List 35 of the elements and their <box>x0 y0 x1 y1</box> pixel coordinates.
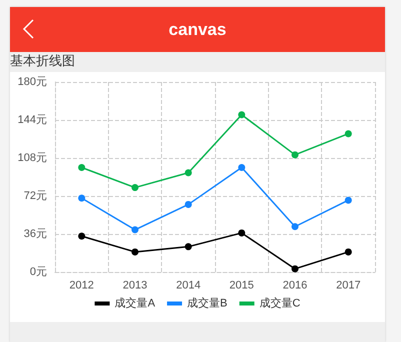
y-tick-label: 144元 <box>18 114 47 126</box>
point <box>132 226 138 234</box>
point <box>238 111 246 118</box>
point <box>344 248 352 256</box>
x-tick-label: 2012 <box>69 280 94 292</box>
point <box>78 164 86 171</box>
x-tick-label: 2014 <box>176 280 201 292</box>
point <box>132 248 138 256</box>
point <box>238 229 246 236</box>
y-tick-label: 108元 <box>18 152 47 164</box>
x-tick-label: 2015 <box>229 280 254 292</box>
point <box>292 223 298 230</box>
point <box>292 151 298 158</box>
point <box>238 164 246 171</box>
legend-label: 成交量C <box>259 296 300 310</box>
point <box>292 265 298 272</box>
legend-label: 成交量A <box>114 296 156 310</box>
chart-title: canvas <box>168 20 226 39</box>
point <box>78 194 86 202</box>
point <box>132 184 138 192</box>
y-tick-label: 72元 <box>24 190 47 202</box>
point <box>184 169 192 176</box>
point <box>344 196 352 204</box>
point <box>78 232 86 240</box>
y-tick-label: 180元 <box>18 76 47 88</box>
y-tick-label: 36元 <box>24 228 47 240</box>
point <box>184 200 192 208</box>
x-tick-label: 2013 <box>122 280 148 292</box>
x-tick-label: 2017 <box>336 280 361 292</box>
point <box>184 243 192 250</box>
legend-label: 成交量B <box>187 296 228 310</box>
x-tick-label: 2016 <box>282 280 308 292</box>
chart-subtitle: 基本折线图 <box>10 53 75 71</box>
y-tick-label: 0元 <box>30 266 47 278</box>
point <box>344 130 352 138</box>
